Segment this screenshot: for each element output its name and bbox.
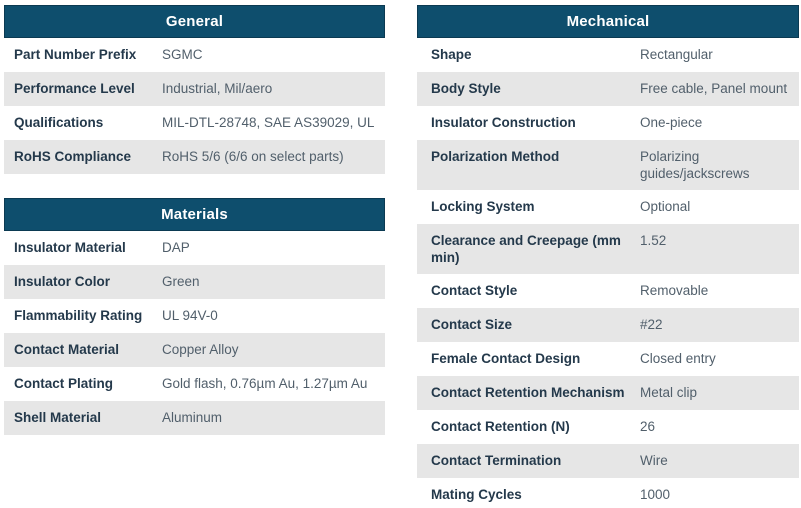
spec-row: Insulator Color Green <box>4 265 385 299</box>
spec-row: RoHS Compliance RoHS 5/6 (6/6 on select p… <box>4 140 385 174</box>
spec-row: Part Number Prefix SGMC <box>4 38 385 72</box>
spec-row-value: SGMC <box>162 47 203 62</box>
table-materials-rows: Insulator Material DAP Insulator Color Gree… <box>4 231 385 435</box>
spec-row: Contact Plating Gold flash, 0.76µm Au, 1.… <box>4 367 385 401</box>
spec-row: Qualifications MIL-DTL-28748, SAE AS39029… <box>4 106 385 140</box>
spec-row-value: MIL-DTL-28748, SAE AS39029, UL <box>162 115 375 130</box>
spec-row-value: Rectangular <box>640 47 713 62</box>
spec-row: Insulator Construction One-piece <box>417 106 799 140</box>
spec-row-label: Qualifications <box>14 115 104 130</box>
table-general-rows: Part Number Prefix SGMC Performance Level I… <box>4 38 385 174</box>
spec-row: Contact Style Removable <box>417 274 799 308</box>
spec-row: Contact Size #22 <box>417 308 799 342</box>
spec-row-label: Mating Cycles <box>431 487 522 502</box>
table-mechanical-rows: Shape Rectangular Body Style Free cable, Pa… <box>417 38 799 508</box>
spec-row-label: Contact Plating <box>14 376 114 391</box>
spec-row-value: Optional <box>640 199 691 214</box>
table-mechanical: Mechanical Shape Rectangular Body Style Fre… <box>417 5 799 508</box>
spec-row-label: Contact Retention (N) <box>431 419 570 434</box>
spec-row-label: Locking System <box>431 199 535 214</box>
spec-row-value: One-piece <box>640 115 703 130</box>
spec-row: Polarization Method Polarizing guides/jac… <box>417 140 799 190</box>
spec-row-label: Part Number Prefix <box>14 47 137 62</box>
spec-row: Female Contact Design Closed entry <box>417 342 799 376</box>
spec-row-label: RoHS Compliance <box>14 149 132 164</box>
table-general-title: General <box>4 5 385 38</box>
spec-row: Contact Retention Mechanism Metal clip <box>417 376 799 410</box>
table-materials: Materials Insulator Material DAP Insulator… <box>4 198 385 435</box>
spec-row: Contact Termination Wire <box>417 444 799 478</box>
spec-row-value: Polarizing guides/jackscrews <box>640 149 750 181</box>
spec-row-label: Insulator Material <box>14 240 126 255</box>
spec-row-value: Free cable, Panel mount <box>640 81 788 96</box>
right-column: Mechanical Shape Rectangular Body Style Fre… <box>417 5 799 508</box>
spec-row-label: Shell Material <box>14 410 102 425</box>
spec-row: Insulator Material DAP <box>4 231 385 265</box>
spec-row-value: 26 <box>640 419 656 434</box>
spec-row: Flammability Rating UL 94V-0 <box>4 299 385 333</box>
spec-row-label: Body Style <box>431 81 501 96</box>
spec-row-value: Green <box>162 274 200 289</box>
spec-row-label: Flammability Rating <box>14 308 143 323</box>
spec-row-label: Contact Termination <box>431 453 562 468</box>
table-materials-title: Materials <box>4 198 385 231</box>
spec-row: Contact Material Copper Alloy <box>4 333 385 367</box>
spec-row-label: Contact Size <box>431 317 513 332</box>
spec-row-label: Insulator Color <box>14 274 111 289</box>
spec-row: Locking System Optional <box>417 190 799 224</box>
spec-row: Mating Cycles 1000 <box>417 478 799 508</box>
spec-row: Contact Retention (N) 26 <box>417 410 799 444</box>
spec-row-value: DAP <box>162 240 190 255</box>
spec-row: Clearance and Creepage (mm min) 1.52 <box>417 224 799 274</box>
spec-row: Body Style Free cable, Panel mount <box>417 72 799 106</box>
spec-row: Shell Material Aluminum <box>4 401 385 435</box>
spec-row-value: RoHS 5/6 (6/6 on select parts) <box>162 149 344 164</box>
spec-row-label: Shape <box>431 47 472 62</box>
spec-row-value: 1.52 <box>640 233 667 248</box>
spec-row-value: UL 94V-0 <box>162 308 218 323</box>
spec-row-value: Aluminum <box>162 410 223 425</box>
table-general: General Part Number Prefix SGMC Performanc… <box>4 5 385 174</box>
spec-row-value: Metal clip <box>640 385 698 400</box>
spec-row: Performance Level Industrial, Mil/aero <box>4 72 385 106</box>
spec-row-label: Contact Style <box>431 283 518 298</box>
spec-row-label: Contact Material <box>14 342 120 357</box>
spec-row-value: Copper Alloy <box>162 342 239 357</box>
table-mechanical-title: Mechanical <box>417 5 799 38</box>
spec-row-label: Insulator Construction <box>431 115 576 130</box>
spec-row-value: 1000 <box>640 487 671 502</box>
spec-row-label: Contact Retention Mechanism <box>431 385 625 400</box>
spec-row-value: Industrial, Mil/aero <box>162 81 273 96</box>
left-column: General Part Number Prefix SGMC Performanc… <box>4 5 385 508</box>
spec-row-value: Gold flash, 0.76µm Au, 1.27µm Au <box>162 376 368 391</box>
spec-row-value: Wire <box>640 453 668 468</box>
spec-row-label: Female Contact Design <box>431 351 581 366</box>
spec-row-value: Removable <box>640 283 709 298</box>
spec-row-label: Performance Level <box>14 81 135 96</box>
spec-row: Shape Rectangular <box>417 38 799 72</box>
spec-row-value: #22 <box>640 317 663 332</box>
spec-row-label: Clearance and Creepage (mm min) <box>431 233 621 265</box>
spec-row-value: Closed entry <box>640 351 716 366</box>
spec-row-label: Polarization Method <box>431 149 560 164</box>
